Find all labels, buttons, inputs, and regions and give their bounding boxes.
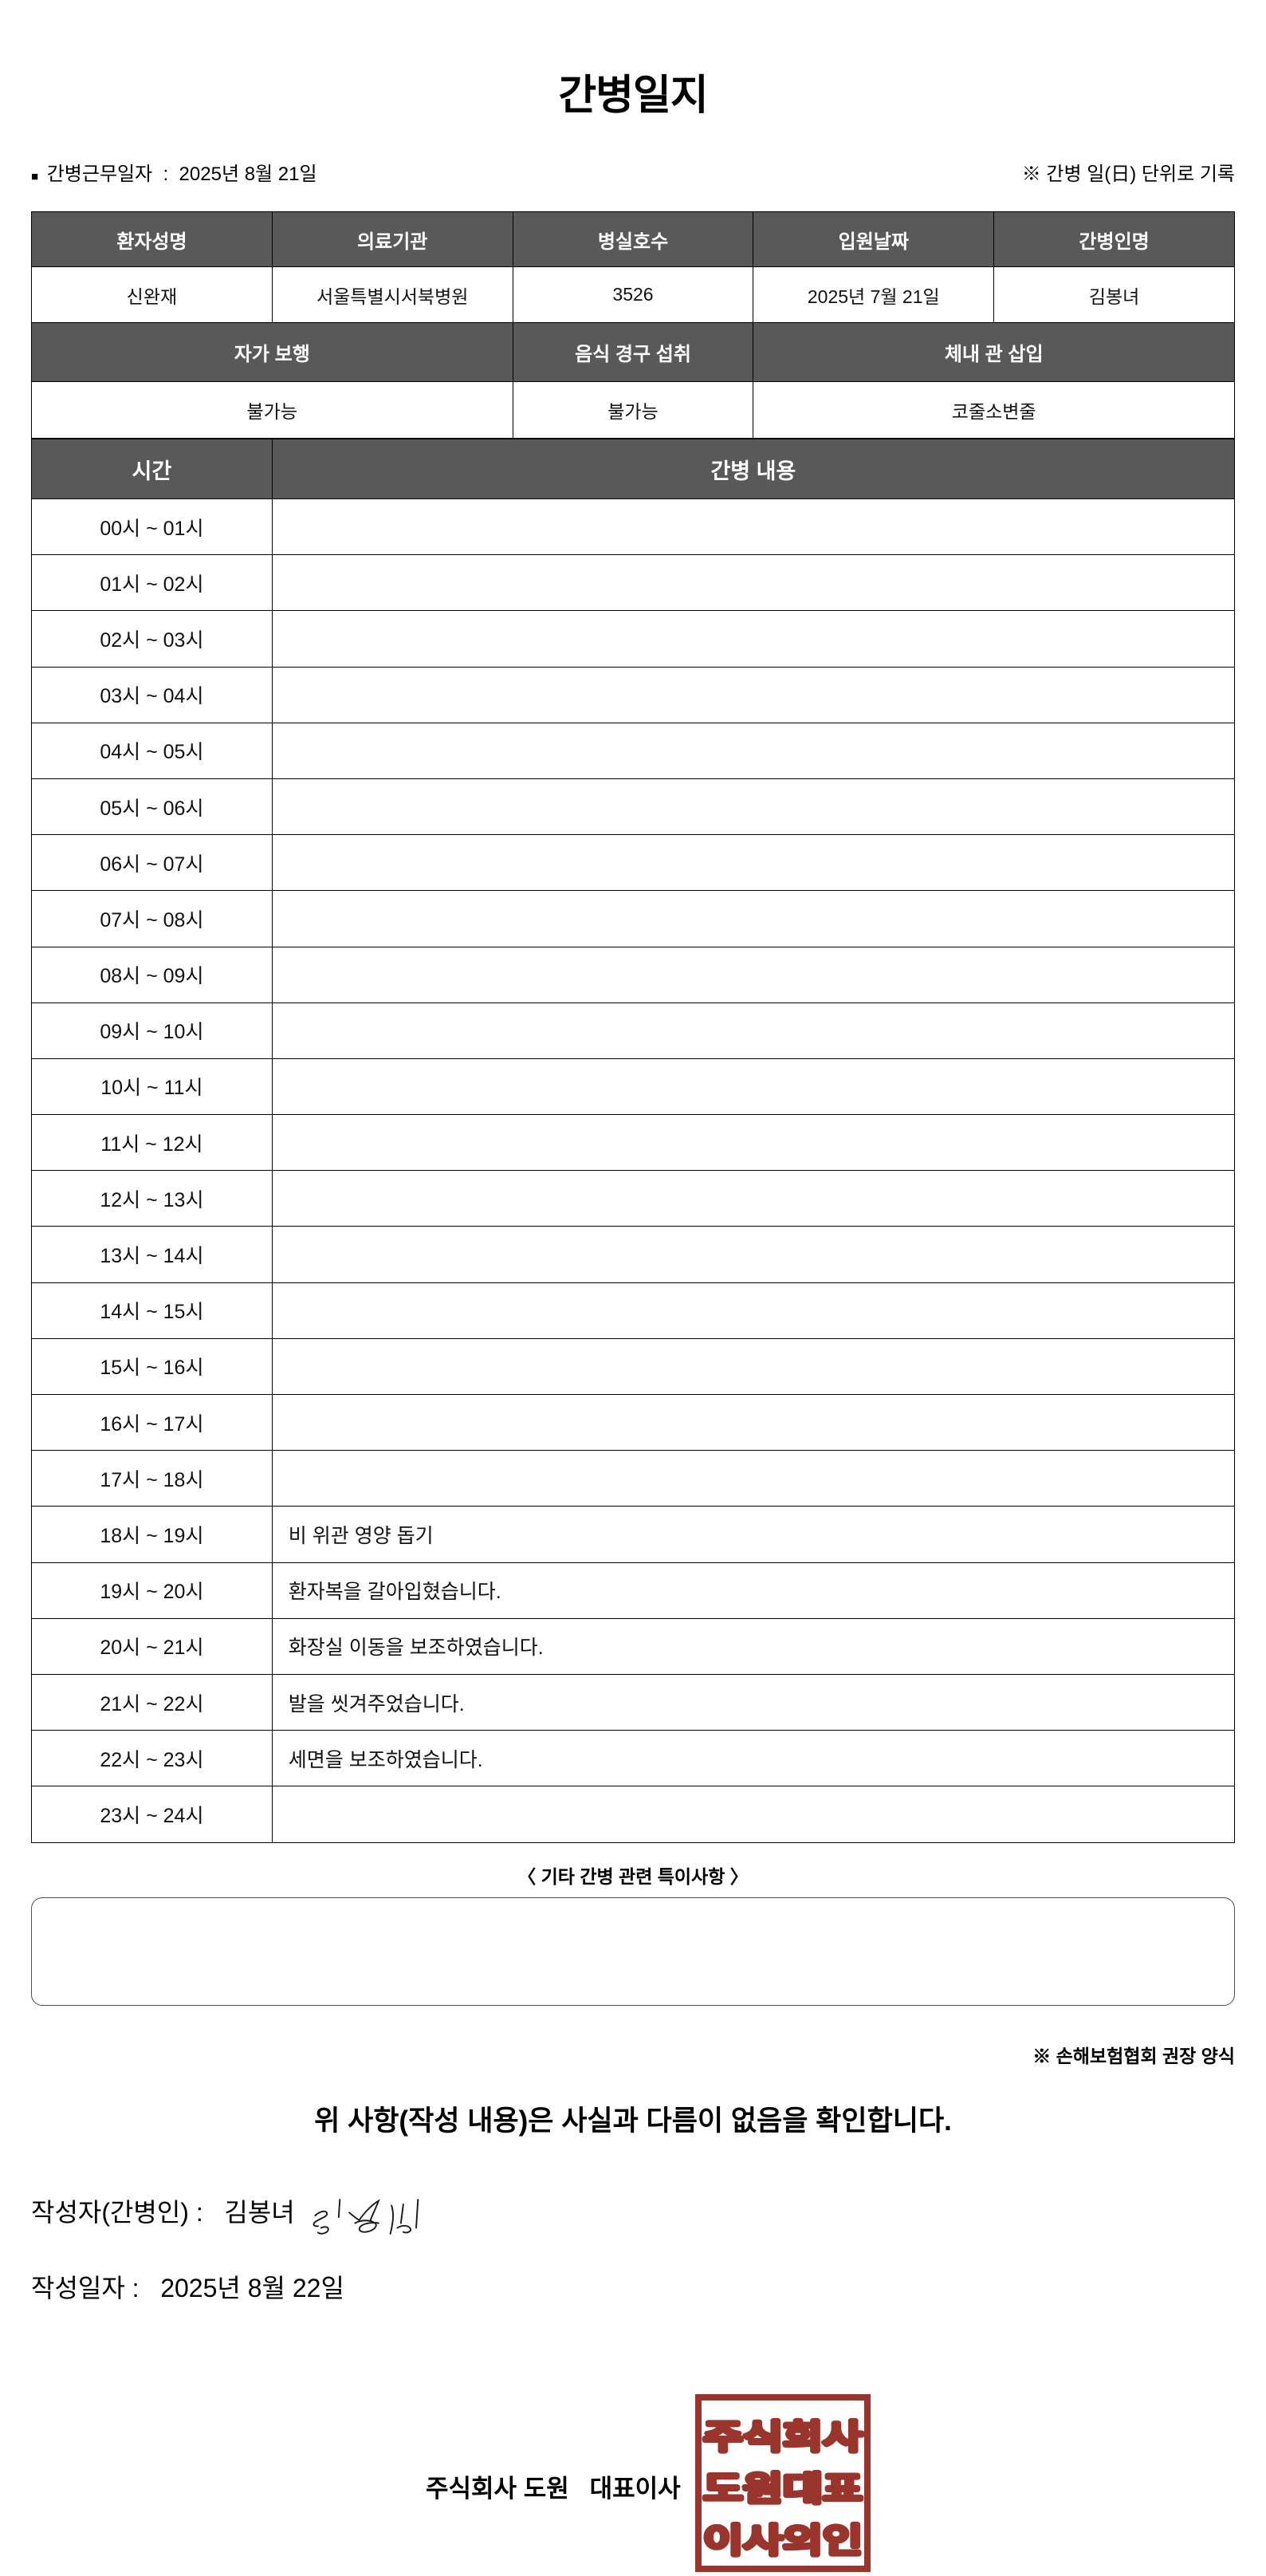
svg-text:도원대표: 도원대표 [703, 2470, 863, 2507]
svg-text:이사의인: 이사의인 [703, 2522, 863, 2559]
svg-text:주식회사: 주식회사 [703, 2418, 863, 2456]
